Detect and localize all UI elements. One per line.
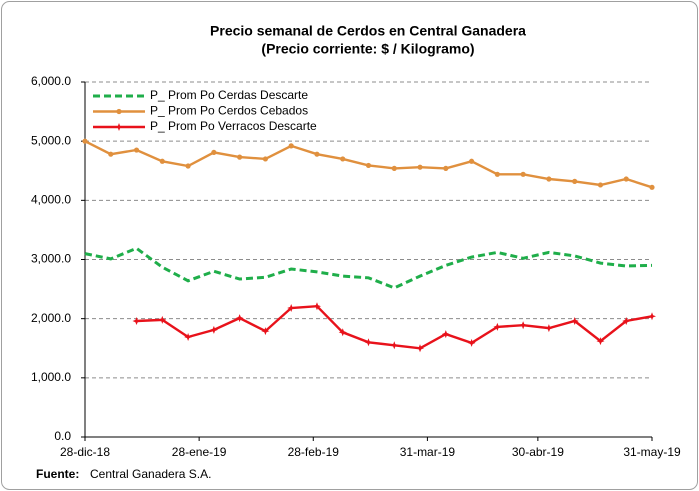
y-tick-label: 0.0 [54,429,71,443]
x-tick-label: 31-mar-19 [400,445,456,459]
data-point [417,164,423,170]
legend-marker [116,108,122,115]
data-point [493,322,502,331]
data-point [544,324,553,333]
data-point [494,171,500,177]
data-point [391,165,397,171]
data-point [649,184,655,190]
data-point [441,330,450,339]
data-point [82,138,88,144]
x-tick-label: 28-dic-18 [60,445,110,459]
x-tick-label: 28-feb-19 [288,445,340,459]
data-point [390,341,399,350]
data-point [313,302,321,311]
data-point [184,333,193,341]
legend-label: P_ Prom Po Cerdos Cebados [150,104,308,118]
data-point [443,165,449,171]
y-tick-label: 1,000.0 [31,370,71,384]
data-point [623,176,629,182]
data-point [572,178,578,184]
source: Central Ganadera S.A. [90,467,211,481]
data-point [596,337,605,346]
y-tick-label: 5,000.0 [31,133,71,147]
data-point [108,151,114,157]
data-point [261,327,270,336]
data-point [468,158,475,164]
data-point [133,147,140,153]
x-tick-label: 30-abr-19 [512,445,564,459]
data-point [519,321,528,330]
data-point [340,156,346,162]
data-point [364,338,373,347]
data-point [288,143,294,149]
data-point [622,317,631,325]
x-tick-label: 28-ene-19 [172,445,227,459]
y-tick-label: 2,000.0 [31,311,71,325]
y-tick-label: 4,000.0 [31,193,71,207]
data-point [648,312,656,321]
data-point [237,154,243,160]
data-point [314,151,320,157]
data-point [597,182,604,188]
x-tick-label: 31-may-19 [623,445,681,459]
legend-label: P_ Prom Po Cerdas Descarte [150,88,308,102]
data-point [520,171,526,177]
y-tick-label: 6,000.0 [31,74,71,88]
data-point [570,317,579,325]
data-point [416,344,424,353]
data-point [158,315,167,324]
source-label: Fuente: [36,467,79,481]
chart-title: Precio semanal de Cerdos en Central Gana… [210,23,526,39]
data-point [235,314,244,323]
data-point [262,156,269,162]
data-point [211,149,217,156]
data-point [546,176,552,182]
data-point [467,338,476,347]
data-point [365,162,372,169]
data-point [132,317,141,325]
data-point [287,304,296,312]
data-point [209,325,218,334]
legend-marker [115,123,123,131]
chart-subtitle: (Precio corriente: $ / Kilogramo) [261,41,474,57]
series-line [84,246,653,290]
data-point [159,158,165,164]
data-point [185,163,191,169]
y-tick-label: 3,000.0 [31,252,71,266]
data-point [338,328,347,337]
legend-label: P_ Prom Po Verracos Descarte [150,119,317,133]
